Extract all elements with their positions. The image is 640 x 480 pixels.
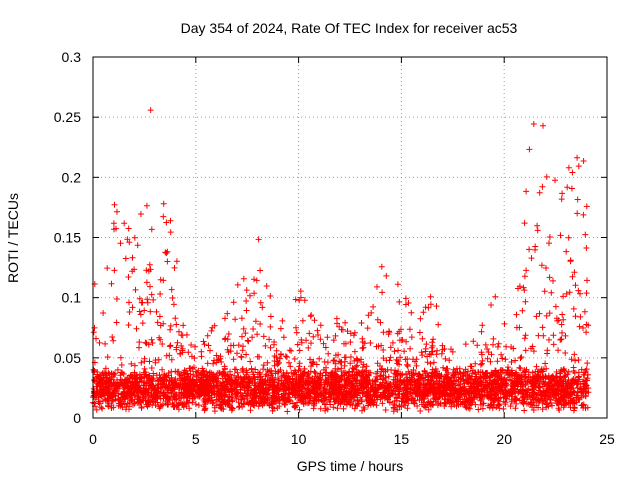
x-tick-label: 0 — [89, 431, 97, 447]
y-tick-label: 0.2 — [62, 169, 82, 185]
data-series-roti — [90, 107, 592, 415]
y-tick-label: 0.3 — [62, 49, 82, 65]
x-tick-label: 15 — [394, 431, 410, 447]
x-tick-label: 25 — [599, 431, 615, 447]
axis-ticks: 0 5 10 15 20 25 0 0.05 0.1 0.15 0.2 0.25 0.3 — [54, 49, 615, 447]
y-tick-label: 0 — [73, 410, 81, 426]
y-tick-label: 0.05 — [54, 350, 81, 366]
x-axis-title: GPS time / hours — [297, 458, 404, 474]
y-tick-label: 0.1 — [62, 290, 82, 306]
y-axis-title: ROTI / TECUs — [5, 193, 21, 283]
x-tick-label: 20 — [496, 431, 512, 447]
y-tick-label: 0.15 — [54, 230, 81, 246]
x-tick-label: 5 — [192, 431, 200, 447]
roti-data-points — [90, 107, 592, 415]
x-tick-label: 10 — [291, 431, 307, 447]
y-tick-label: 0.25 — [54, 109, 81, 125]
chart-title: Day 354 of 2024, Rate Of TEC Index for r… — [181, 20, 518, 36]
